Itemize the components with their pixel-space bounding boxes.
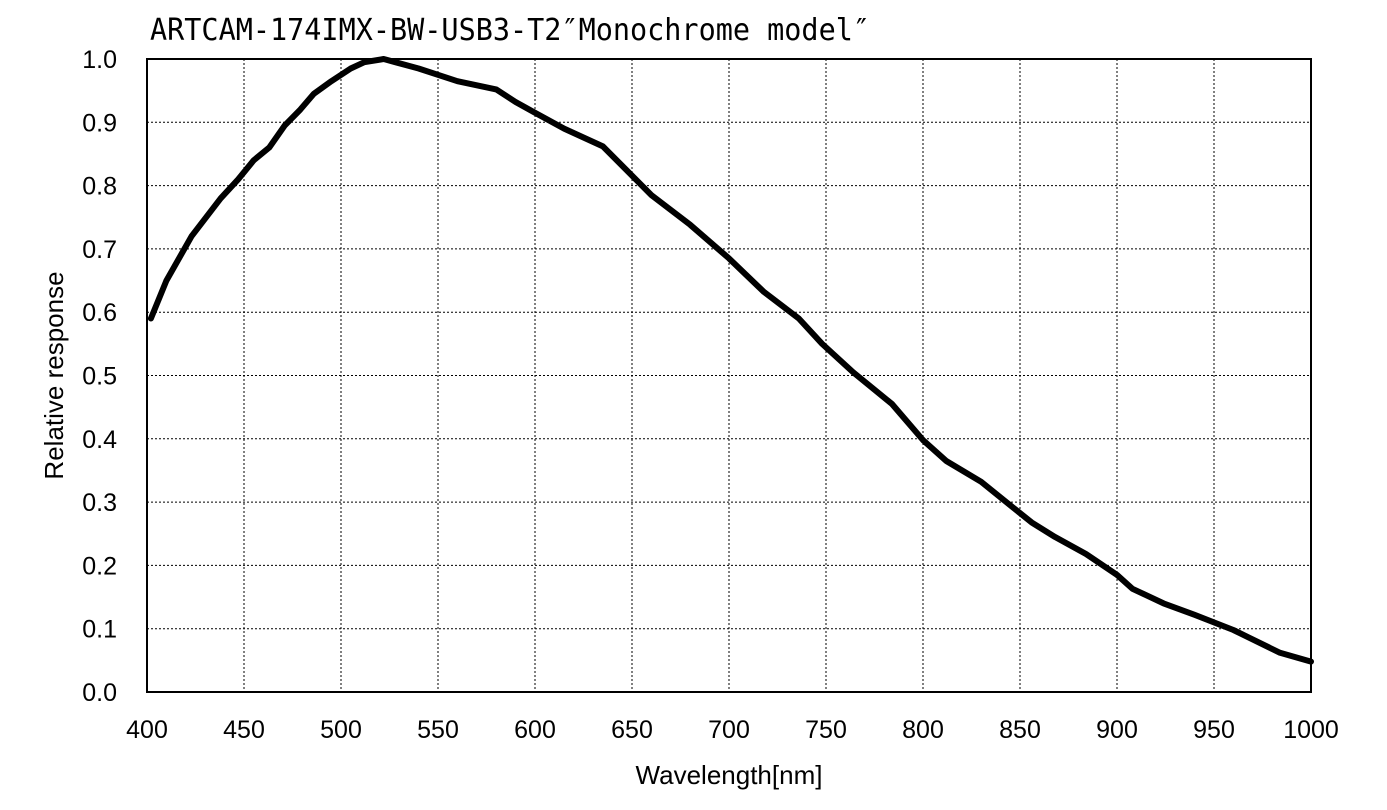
x-tick-label: 450 bbox=[223, 716, 265, 744]
x-tick-label: 900 bbox=[1096, 716, 1138, 744]
y-tick-label: 0.7 bbox=[82, 236, 117, 264]
grid-lines bbox=[147, 59, 1311, 692]
x-tick-label: 750 bbox=[805, 716, 847, 744]
y-tick-label: 1.0 bbox=[82, 46, 117, 74]
y-tick-label: 0.9 bbox=[82, 109, 117, 137]
y-tick-label: 0.6 bbox=[82, 299, 117, 327]
x-tick-label: 1000 bbox=[1283, 716, 1339, 744]
x-tick-label: 650 bbox=[611, 716, 653, 744]
chart-title: ARTCAM-174IMX-BW-USB3-T2″Monochrome mode… bbox=[150, 13, 870, 48]
x-tick-label: 850 bbox=[999, 716, 1041, 744]
x-tick-label: 700 bbox=[708, 716, 750, 744]
x-tick-label: 600 bbox=[514, 716, 556, 744]
y-tick-label: 0.4 bbox=[82, 426, 117, 454]
x-tick-label: 500 bbox=[320, 716, 362, 744]
x-tick-label: 400 bbox=[126, 716, 168, 744]
x-axis-label: Wavelength[nm] bbox=[636, 760, 823, 790]
y-tick-label: 0.0 bbox=[82, 679, 117, 707]
x-tick-label: 950 bbox=[1193, 716, 1235, 744]
y-axis-label: Relative response bbox=[39, 271, 69, 479]
response-curve bbox=[147, 56, 1314, 665]
y-tick-label: 0.2 bbox=[82, 552, 117, 580]
x-tick-label: 800 bbox=[902, 716, 944, 744]
y-tick-label: 0.5 bbox=[82, 363, 117, 391]
plot-frame bbox=[146, 58, 1312, 693]
x-axis-ticks: 400 450 500 550 600 650 700 750 800 850 900 950 1000 bbox=[126, 716, 1339, 744]
y-tick-label: 0.3 bbox=[82, 489, 117, 517]
y-tick-label: 0.1 bbox=[82, 616, 117, 644]
y-axis-ticks: 0.0 0.1 0.2 0.3 0.4 0.5 0.6 0.7 0.8 0.9 1.0 bbox=[82, 46, 117, 707]
x-tick-label: 550 bbox=[417, 716, 459, 744]
y-tick-label: 0.8 bbox=[82, 173, 117, 201]
